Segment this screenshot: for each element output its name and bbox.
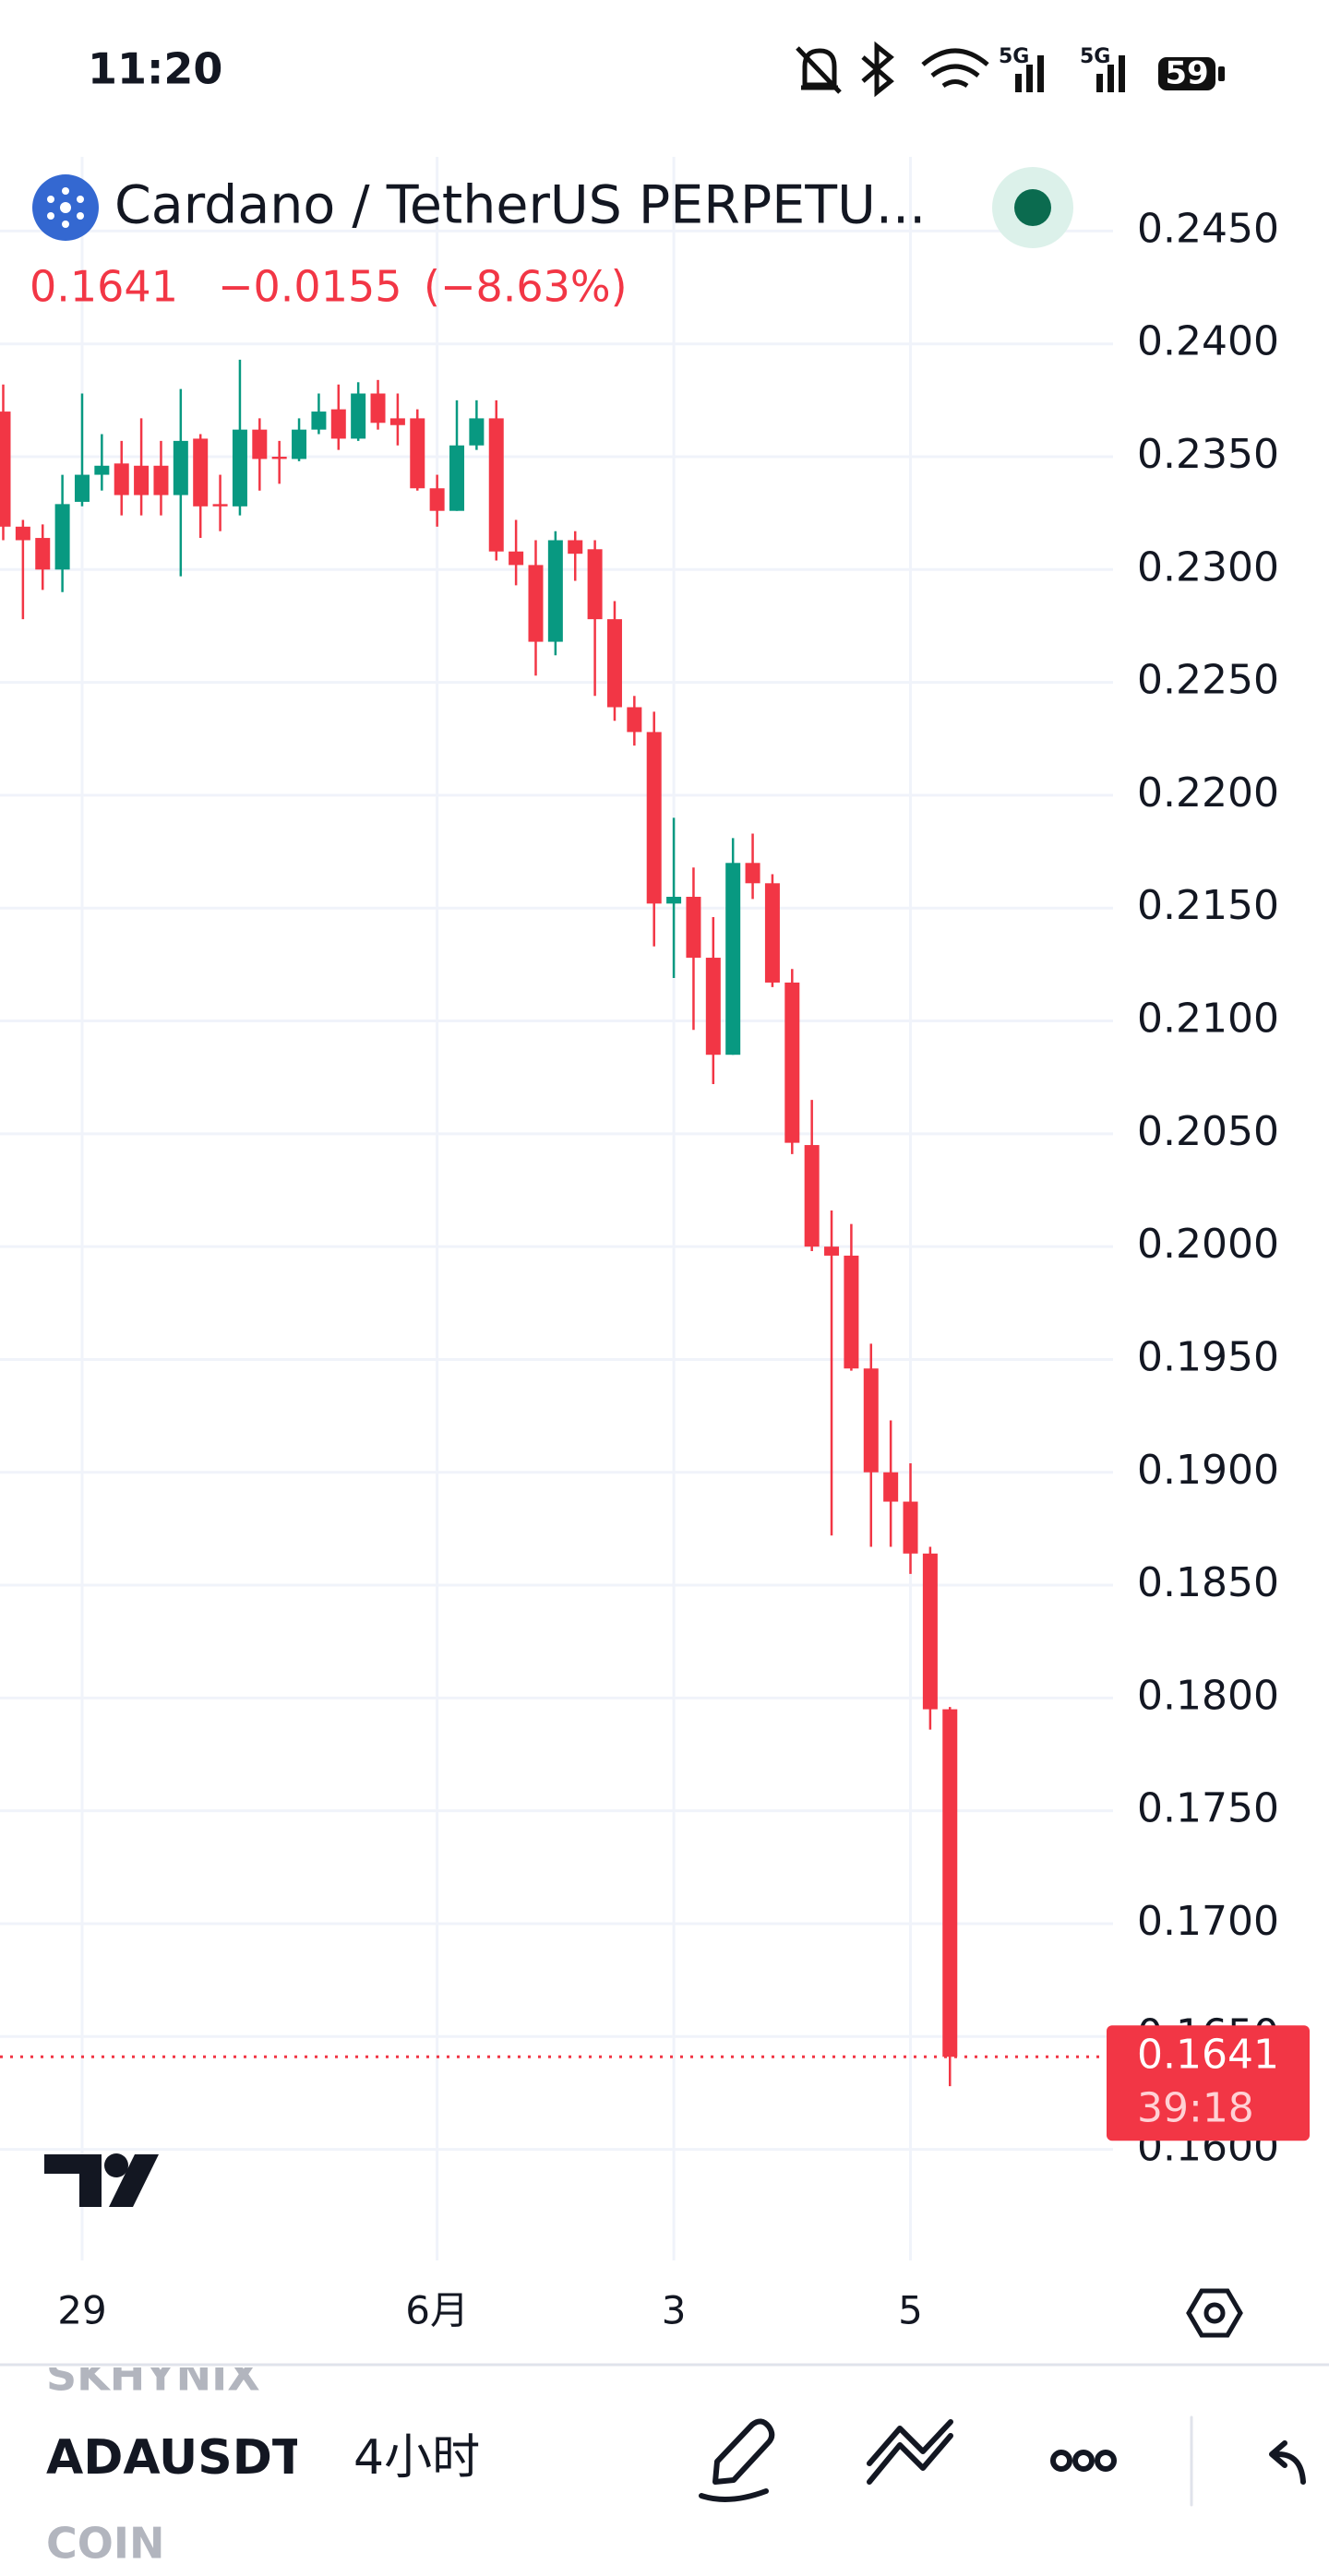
interval-button[interactable]: 4小时 bbox=[353, 2430, 480, 2486]
candle-body bbox=[134, 465, 150, 495]
settings-button[interactable] bbox=[1186, 2288, 1243, 2338]
status-time: 11:20 bbox=[88, 44, 222, 94]
y-tick-label: 0.2400 bbox=[1137, 318, 1279, 365]
candle-body bbox=[587, 549, 603, 620]
candle-body bbox=[94, 465, 110, 475]
symbol-item[interactable]: COIN bbox=[46, 2519, 164, 2569]
candle-body bbox=[606, 619, 622, 708]
last-price-tag bbox=[1107, 2025, 1310, 2141]
tv-logo bbox=[44, 2153, 159, 2207]
candle-body bbox=[449, 445, 465, 511]
candle-body bbox=[429, 488, 445, 511]
candle-body bbox=[568, 540, 583, 555]
chart: 0.16000.16500.17000.17500.18000.18500.19… bbox=[0, 157, 1310, 2333]
candle-body bbox=[370, 393, 386, 423]
candle-body bbox=[252, 429, 268, 459]
candle-body bbox=[351, 393, 366, 439]
candle-body bbox=[389, 418, 405, 425]
candle-body bbox=[509, 551, 524, 566]
y-tick-label: 0.2150 bbox=[1137, 882, 1279, 929]
candle-body bbox=[627, 707, 642, 733]
y-tick-label: 0.1700 bbox=[1137, 1898, 1279, 1945]
y-tick-label: 0.2000 bbox=[1137, 1221, 1279, 1268]
status-icons bbox=[796, 41, 1225, 98]
candle-body bbox=[784, 982, 800, 1143]
battery-level: 59 bbox=[1165, 55, 1208, 92]
candle-body bbox=[863, 1368, 879, 1473]
candle-body bbox=[646, 732, 662, 904]
candle-body bbox=[903, 1501, 918, 1554]
candle-body bbox=[193, 438, 209, 507]
undo-button[interactable] bbox=[1269, 2440, 1306, 2485]
candle-body bbox=[271, 456, 287, 459]
y-tick-label: 0.2250 bbox=[1137, 657, 1279, 704]
x-tick-label: 29 bbox=[57, 2288, 106, 2333]
candle-body bbox=[745, 863, 760, 884]
y-tick-label: 0.1900 bbox=[1137, 1447, 1279, 1494]
candle-body bbox=[232, 429, 247, 507]
settings-icon bbox=[1203, 2302, 1226, 2324]
network-label: 5G bbox=[1080, 45, 1110, 68]
candle-body bbox=[330, 409, 346, 439]
candle-body bbox=[114, 463, 129, 495]
indicator-button[interactable] bbox=[867, 2419, 953, 2485]
y-tick-label: 0.2350 bbox=[1137, 431, 1279, 478]
candle-body bbox=[686, 896, 701, 959]
candle-body bbox=[824, 1246, 840, 1256]
candle-body bbox=[883, 1472, 899, 1502]
candle-body bbox=[15, 526, 30, 541]
y-tick-label: 0.2300 bbox=[1137, 543, 1279, 590]
candle-body bbox=[725, 863, 741, 1055]
symbol-item[interactable]: SKHYNIX bbox=[46, 2351, 260, 2401]
y-tick-label: 0.1950 bbox=[1137, 1333, 1279, 1380]
market-status-dot bbox=[1014, 189, 1051, 226]
candle-body bbox=[666, 896, 682, 904]
draw-tool-button[interactable] bbox=[699, 2418, 775, 2502]
y-tick-label: 0.2100 bbox=[1137, 996, 1279, 1043]
candle-body bbox=[292, 429, 307, 459]
symbol-item[interactable]: ADAUSDT bbox=[46, 2430, 305, 2486]
coin-logo-mark bbox=[47, 187, 84, 228]
candle-body bbox=[547, 540, 563, 642]
candle-body bbox=[804, 1145, 820, 1247]
bar-countdown: 39:18 bbox=[1137, 2084, 1254, 2131]
candle-body bbox=[153, 465, 169, 495]
candle-body bbox=[705, 958, 721, 1055]
candle-body bbox=[488, 418, 504, 552]
y-tick-label: 0.2050 bbox=[1137, 1108, 1279, 1155]
network-label: 5G bbox=[999, 45, 1029, 68]
price-change: −0.0155 bbox=[218, 262, 402, 312]
candle-body bbox=[0, 411, 11, 527]
x-tick-label: 5 bbox=[898, 2288, 923, 2333]
candle-body bbox=[764, 883, 780, 983]
candle-body bbox=[173, 440, 188, 495]
candle-body bbox=[844, 1255, 859, 1369]
candle-body bbox=[528, 565, 544, 642]
x-tick-label: 3 bbox=[662, 2288, 687, 2333]
candle-body bbox=[922, 1553, 938, 1710]
candle-body bbox=[54, 504, 70, 570]
symbol-title[interactable]: Cardano / TetherUS PERPETU... bbox=[114, 175, 926, 236]
more-button[interactable] bbox=[1050, 2450, 1117, 2472]
last-price: 0.1641 bbox=[30, 262, 178, 312]
y-tick-label: 0.1850 bbox=[1137, 1559, 1279, 1606]
x-tick-label: 6月 bbox=[405, 2288, 469, 2333]
candle-body bbox=[942, 1709, 958, 2057]
candle-body bbox=[410, 418, 425, 489]
candle-body bbox=[212, 504, 228, 507]
y-tick-label: 0.1800 bbox=[1137, 1672, 1279, 1719]
last-price-label: 0.1641 bbox=[1137, 2031, 1279, 2078]
candle-body bbox=[469, 418, 485, 446]
candle-body bbox=[311, 411, 327, 430]
candle-body bbox=[74, 474, 90, 502]
candle-body bbox=[35, 538, 51, 570]
y-tick-label: 0.2200 bbox=[1137, 769, 1279, 817]
y-tick-label: 0.1750 bbox=[1137, 1785, 1279, 1832]
price-change-percent: (−8.63%) bbox=[424, 262, 628, 312]
y-tick-label: 0.2450 bbox=[1137, 205, 1279, 252]
